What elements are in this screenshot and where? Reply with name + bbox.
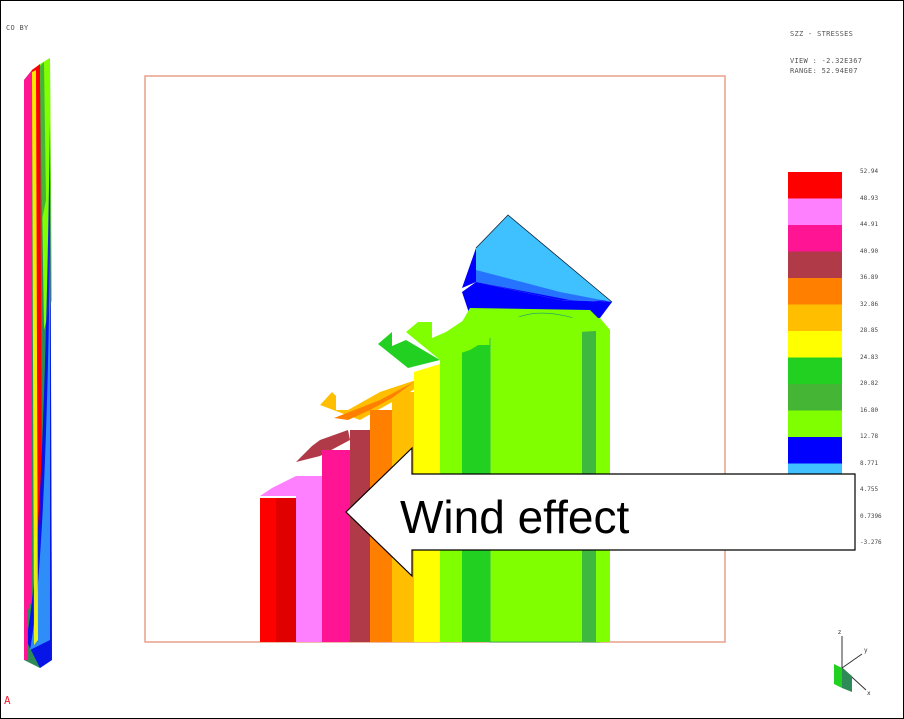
legend-tick-label: 8.771 bbox=[860, 459, 879, 467]
legend-tick-label: 44.91 bbox=[860, 221, 879, 228]
legend-tick-label: 24.83 bbox=[860, 353, 879, 361]
svg-text:y: y bbox=[864, 647, 868, 654]
legend-swatch bbox=[788, 410, 842, 437]
range-readout: RANGE: 52.94E07 bbox=[790, 67, 858, 75]
svg-text:x: x bbox=[867, 690, 871, 697]
legend-tick-label: 28.85 bbox=[860, 327, 879, 334]
corner-label: CO BY bbox=[6, 24, 29, 32]
legend-swatch bbox=[788, 357, 842, 384]
legend-tick-label: 32.86 bbox=[860, 300, 879, 308]
legend-swatch bbox=[788, 198, 842, 225]
legend-tick-label: 36.89 bbox=[860, 274, 879, 281]
legend-swatch bbox=[788, 384, 842, 411]
legend-swatch bbox=[788, 172, 842, 199]
legend-swatch bbox=[788, 437, 842, 464]
legend-swatch bbox=[788, 278, 842, 305]
legend-swatch bbox=[788, 251, 842, 278]
legend-tick-label: 12.78 bbox=[860, 433, 879, 440]
legend-tick-label: 52.94 bbox=[860, 168, 879, 175]
legend-swatch bbox=[788, 331, 842, 358]
main-green-body bbox=[378, 308, 610, 643]
wind-arrow bbox=[345, 446, 856, 578]
legend-tick-label: -3.276 bbox=[860, 539, 882, 546]
legend-tick-label: 40.90 bbox=[860, 247, 879, 255]
legend-swatch bbox=[788, 225, 842, 252]
legend-tick-label: 0.7396 bbox=[860, 512, 882, 520]
axis-triad-icon: z y x bbox=[834, 629, 871, 697]
roof-wedge bbox=[462, 214, 613, 318]
plot-title: SZZ - STRESSES bbox=[790, 30, 854, 38]
vmin-readout: VIEW : -2.32E367 bbox=[790, 57, 863, 65]
legend-tick-label: 16.80 bbox=[860, 406, 879, 414]
legend-tick-label: 4.755 bbox=[860, 486, 879, 493]
legend-tick-label: 20.82 bbox=[860, 380, 879, 387]
svg-text:z: z bbox=[838, 629, 841, 636]
front-blocks bbox=[260, 430, 350, 642]
corner-mark: A bbox=[4, 694, 11, 707]
legend-tick-label: 48.93 bbox=[860, 194, 879, 202]
wind-effect-label: Wind effect bbox=[400, 491, 630, 543]
legend-swatch bbox=[788, 304, 842, 331]
side-view-strip bbox=[24, 58, 52, 668]
